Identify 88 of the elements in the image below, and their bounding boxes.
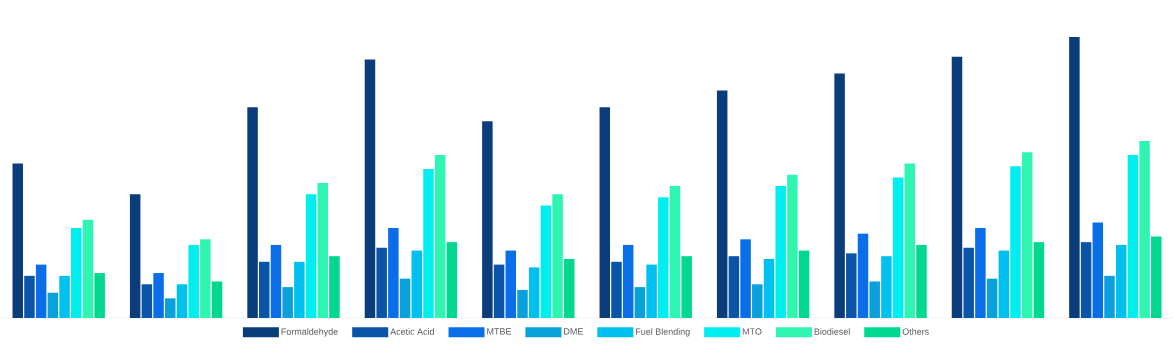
bar: [270, 244, 282, 318]
bar: [728, 256, 740, 318]
bar: [1021, 152, 1033, 318]
bar: [399, 278, 411, 318]
bar: [317, 183, 329, 318]
bar: [482, 121, 493, 318]
legend-label: Formaldehyde: [281, 328, 338, 337]
bar: [1104, 275, 1115, 318]
bar: [94, 273, 105, 318]
bar: [857, 233, 869, 318]
bar: [611, 261, 622, 318]
bar: [176, 284, 188, 318]
bar: [211, 281, 223, 318]
bar: [834, 73, 845, 318]
bar: [798, 250, 810, 318]
bar: [1139, 140, 1150, 318]
bar: [364, 59, 376, 318]
bar: [775, 185, 786, 318]
bar: [763, 258, 775, 318]
bar: [552, 194, 563, 318]
bar: [669, 185, 681, 318]
bar: [951, 56, 963, 318]
bar: [247, 107, 258, 318]
bar: [716, 90, 728, 318]
bar: [200, 239, 211, 318]
bar: [752, 284, 763, 318]
bar: [165, 298, 176, 318]
bar: [71, 228, 82, 318]
bar: [1127, 155, 1139, 318]
bar: [916, 244, 927, 318]
bar: [376, 247, 387, 318]
bar: [434, 155, 446, 318]
bar: [540, 205, 552, 318]
bar: [986, 278, 998, 318]
legend-label: MTBE: [487, 328, 512, 335]
legend-label: Fuel Blending: [636, 328, 690, 337]
legend-label: DME: [564, 328, 583, 335]
bar: [294, 261, 305, 318]
bar: [892, 177, 904, 318]
bar: [998, 250, 1010, 318]
bar: [1010, 166, 1021, 318]
bar: [528, 267, 540, 318]
bar: [740, 239, 751, 318]
bar: [259, 261, 270, 318]
bar: [622, 244, 634, 318]
bar: [634, 287, 646, 318]
bar: [411, 250, 423, 318]
bar: [153, 273, 164, 318]
bar: [599, 107, 611, 318]
bar: [388, 228, 399, 318]
bar: [282, 287, 293, 318]
bar: [423, 169, 434, 318]
bar: [1033, 242, 1045, 318]
bar: [47, 292, 59, 318]
bar: [446, 242, 458, 318]
bar: [904, 163, 916, 318]
bar: [305, 194, 317, 318]
bar: [517, 289, 528, 318]
bar: [59, 275, 70, 318]
bar: [681, 256, 692, 318]
bar: [35, 264, 47, 318]
bar: [1115, 244, 1127, 318]
bar: [646, 264, 657, 318]
bar: [564, 258, 575, 318]
bar: [188, 244, 199, 318]
bar: [846, 253, 857, 318]
bar: [329, 256, 340, 318]
bar: [869, 281, 880, 318]
bar: [12, 163, 24, 318]
legend-label: Biodiesel: [814, 328, 850, 335]
legend-label: MTO: [742, 328, 762, 335]
bar: [493, 264, 505, 318]
bar: [505, 250, 517, 318]
legend-label: Others: [902, 328, 929, 335]
bar: [1092, 222, 1104, 318]
bar: [881, 256, 892, 318]
bar: [141, 284, 153, 318]
bar: [129, 194, 141, 318]
bar: [24, 275, 35, 318]
bar: [963, 247, 974, 318]
bar: [1151, 236, 1162, 318]
bar: [1069, 37, 1080, 318]
bar: [658, 197, 669, 318]
bar: [975, 228, 986, 318]
bar: [787, 174, 798, 318]
legend-label: Acetic Acid: [390, 328, 434, 335]
bar: [82, 219, 94, 318]
bar: [1080, 242, 1092, 318]
